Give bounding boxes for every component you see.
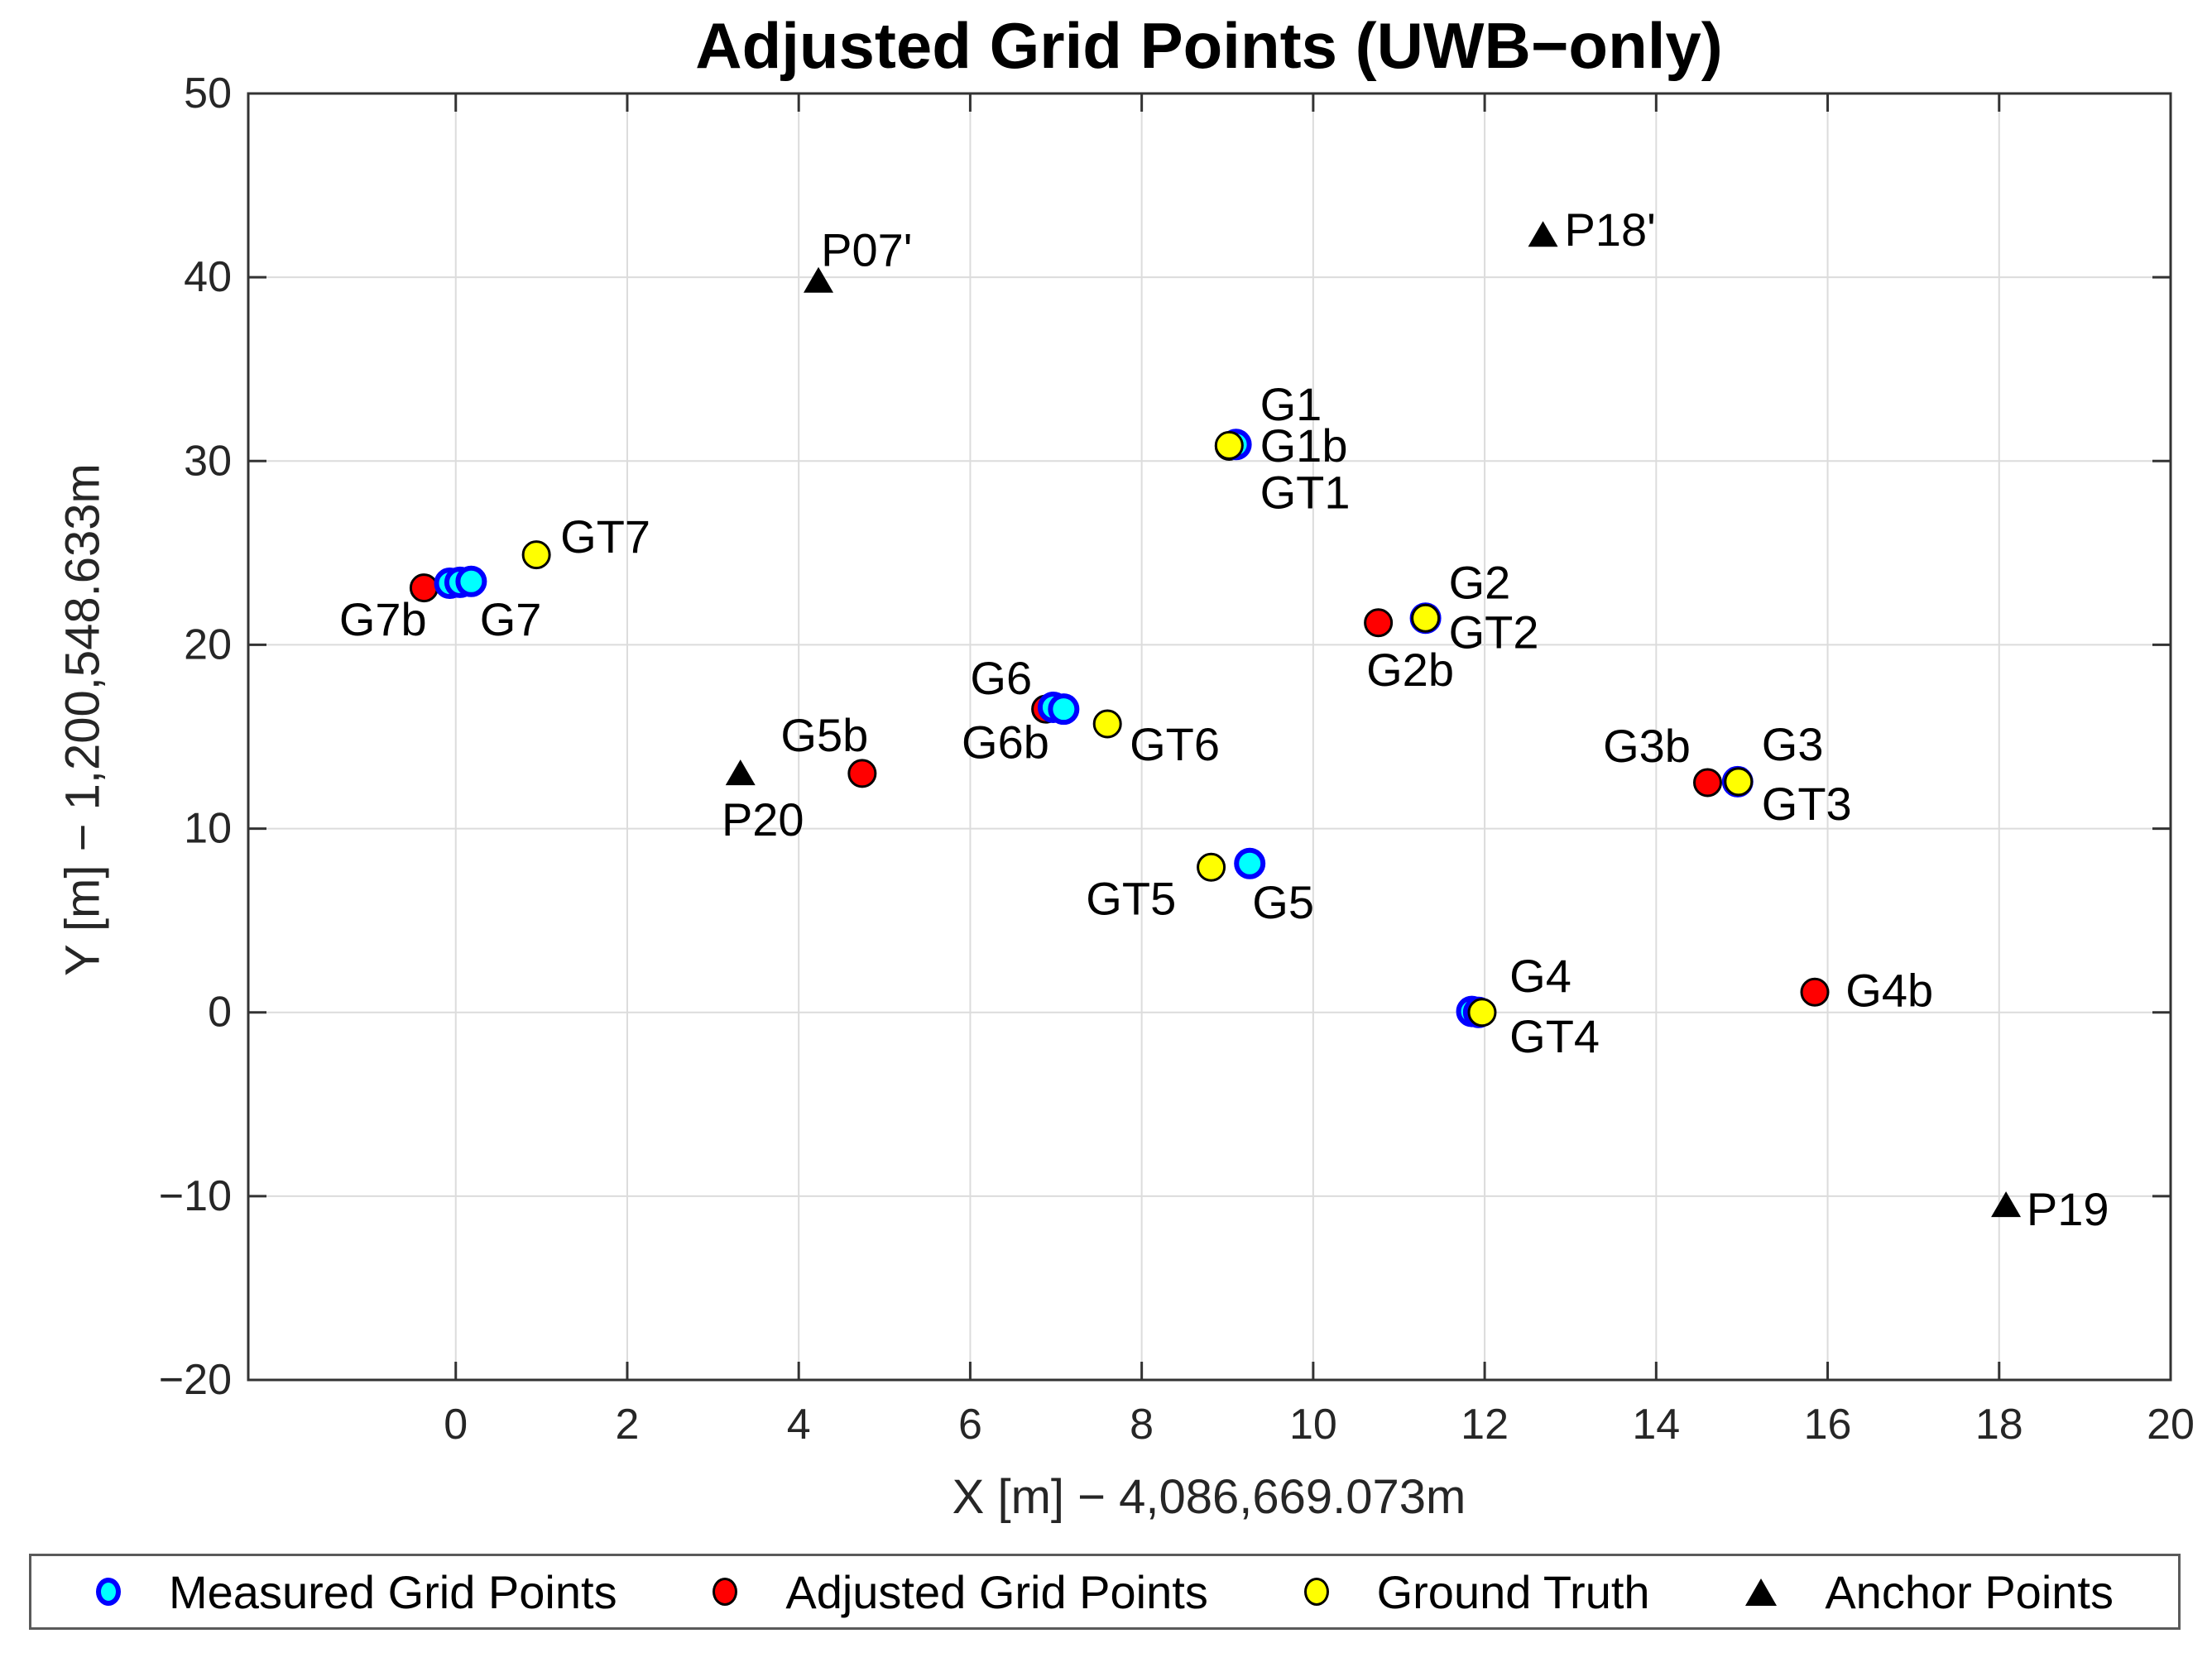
y-tick-label-10: 10 <box>184 805 232 853</box>
x-axis-label: X [m] − 4,086,669.073m <box>952 1470 1466 1524</box>
x-tick-label-12: 12 <box>1461 1401 1509 1449</box>
marker-adjusted-G3b <box>1692 768 1722 798</box>
point-label-P18': P18' <box>1564 204 1655 256</box>
x-tick-label-0: 0 <box>444 1401 468 1449</box>
legend-item-anchor: Anchor Points <box>1745 1565 2114 1619</box>
y-tick-label-50: 50 <box>184 69 232 117</box>
legend: Measured Grid Points Adjusted Grid Point… <box>29 1554 2181 1630</box>
point-label-GT4: GT4 <box>1509 1010 1600 1062</box>
marker-adjusted-G5b <box>847 759 877 788</box>
legend-label: Adjusted Grid Points <box>785 1565 1208 1618</box>
y-axis-label: Y [m] − 1,200,548.633m <box>55 463 110 976</box>
point-label-GT2: GT2 <box>1449 606 1539 658</box>
axes-box <box>247 92 2172 1382</box>
marker-adjusted-G4b <box>1800 977 1830 1007</box>
y-tick-label-40: 40 <box>184 253 232 301</box>
point-label-G4: G4 <box>1509 950 1571 1002</box>
y-tick-label-30: 30 <box>184 437 232 485</box>
point-label-G1: G1 <box>1260 378 1322 430</box>
x-tick-label-10: 10 <box>1289 1401 1337 1449</box>
marker-ground-GT4 <box>1467 998 1497 1028</box>
x-tick-label-2: 2 <box>616 1401 640 1449</box>
point-label-G5: G5 <box>1252 876 1314 928</box>
point-label-G3: G3 <box>1762 718 1824 770</box>
marker-anchor-P18' <box>1528 221 1558 247</box>
point-label-P19: P19 <box>2027 1183 2109 1235</box>
legend-label: Ground Truth <box>1376 1565 1650 1618</box>
point-label-G1b: G1b <box>1260 419 1348 472</box>
point-label-G2b: G2b <box>1366 644 1454 696</box>
x-tick-label-14: 14 <box>1632 1401 1680 1449</box>
marker-adjusted-G2b <box>1364 608 1394 638</box>
legend-label: Anchor Points <box>1825 1565 2114 1618</box>
x-tick-label-8: 8 <box>1130 1401 1154 1449</box>
point-label-GT6: GT6 <box>1130 718 1220 770</box>
point-label-GT3: GT3 <box>1762 778 1852 830</box>
adjusted-point-icon <box>713 1578 738 1606</box>
y-tick-label--10: −10 <box>159 1172 232 1220</box>
x-tick-label-16: 16 <box>1804 1401 1852 1449</box>
point-label-G2: G2 <box>1449 556 1511 608</box>
point-label-G3b: G3b <box>1603 720 1691 772</box>
y-tick-label-0: 0 <box>208 989 232 1037</box>
marker-measured-G7 <box>455 565 487 597</box>
point-label-G4b: G4b <box>1845 965 1933 1017</box>
marker-ground-GT7 <box>521 540 551 570</box>
legend-item-measured: Measured Grid Points <box>96 1565 617 1619</box>
point-label-G6b: G6b <box>962 716 1049 769</box>
x-tick-label-4: 4 <box>787 1401 811 1449</box>
marker-measured-G5 <box>1234 847 1266 879</box>
x-tick-label-18: 18 <box>1975 1401 2023 1449</box>
point-label-GT1: GT1 <box>1260 467 1351 519</box>
measured-point-icon <box>96 1578 121 1606</box>
point-label-G7b: G7b <box>339 593 427 645</box>
x-tick-label-20: 20 <box>2147 1401 2195 1449</box>
marker-ground-GT5 <box>1197 852 1226 882</box>
point-label-GT7: GT7 <box>560 510 650 563</box>
marker-anchor-P07' <box>804 266 834 293</box>
chart-title: Adjusted Grid Points (UWB−only) <box>695 9 1723 82</box>
point-label-GT5: GT5 <box>1086 872 1176 924</box>
marker-ground-GT3 <box>1724 767 1754 797</box>
legend-item-adjusted: Adjusted Grid Points <box>713 1565 1208 1619</box>
point-label-G7: G7 <box>480 593 542 645</box>
anchor-point-icon <box>1745 1578 1778 1606</box>
x-tick-label-6: 6 <box>958 1401 982 1449</box>
marker-ground-GT1 <box>1214 430 1244 460</box>
y-tick-label--20: −20 <box>159 1356 232 1404</box>
point-label-G5b: G5b <box>780 709 868 761</box>
marker-ground-GT2 <box>1411 603 1441 633</box>
legend-item-ground-truth: Ground Truth <box>1303 1565 1650 1619</box>
legend-label: Measured Grid Points <box>169 1565 617 1618</box>
point-label-G6: G6 <box>970 652 1032 704</box>
ground-truth-point-icon <box>1303 1578 1329 1606</box>
y-tick-label-20: 20 <box>184 620 232 668</box>
marker-ground-GT6 <box>1092 709 1122 739</box>
marker-measured-G6 <box>1048 693 1080 726</box>
marker-anchor-P20 <box>725 759 756 786</box>
point-label-P07': P07' <box>821 223 912 275</box>
point-label-P20: P20 <box>722 793 804 845</box>
marker-anchor-P19 <box>1991 1191 2022 1218</box>
